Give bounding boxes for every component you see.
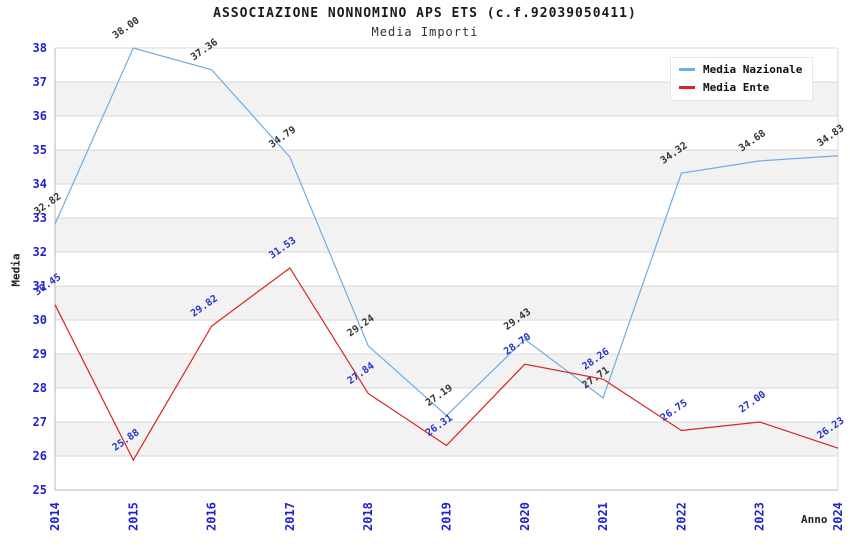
y-tick-label: 34 — [33, 177, 47, 191]
x-tick-label: 2016 — [205, 502, 219, 531]
data-label-media-nazionale: 32.82 — [32, 191, 63, 217]
legend-label-media-ente: Media Ente — [703, 81, 770, 94]
y-tick-label: 31 — [33, 279, 47, 293]
x-tick-label: 2019 — [440, 502, 454, 531]
y-tick-label: 33 — [33, 211, 47, 225]
y-tick-label: 30 — [33, 313, 47, 327]
x-tick-label: 2021 — [596, 502, 610, 531]
y-tick-label: 38 — [33, 41, 47, 55]
legend-label-media-nazionale: Media Nazionale — [703, 63, 803, 76]
y-tick-label: 26 — [33, 449, 47, 463]
y-axis-label: Media — [9, 253, 23, 287]
plot-band — [55, 286, 838, 320]
x-tick-label: 2020 — [518, 502, 532, 531]
data-label-media-ente: 27.00 — [737, 389, 768, 415]
data-label-media-nazionale: 37.36 — [189, 37, 220, 63]
chart-title: ASSOCIAZIONE NONNOMINO APS ETS (c.f.9203… — [213, 6, 637, 21]
x-tick-label: 2022 — [674, 502, 688, 531]
x-tick-label: 2014 — [48, 502, 62, 531]
data-label-media-ente: 26.75 — [659, 398, 690, 424]
y-tick-label: 29 — [33, 347, 47, 361]
y-tick-label: 36 — [33, 109, 47, 123]
legend-item-media-ente: Media Ente — [679, 81, 802, 94]
chart-legend: Media Nazionale Media Ente — [670, 57, 814, 101]
data-label-media-nazionale: 34.83 — [815, 123, 846, 149]
data-label-media-nazionale: 34.79 — [267, 124, 298, 150]
plot-band — [55, 218, 838, 252]
x-tick-label: 2015 — [126, 502, 140, 531]
x-tick-label: 2024 — [831, 502, 845, 531]
y-tick-label: 25 — [33, 483, 47, 497]
y-tick-label: 27 — [33, 415, 47, 429]
legend-swatch-blue-line — [679, 68, 695, 71]
legend-item-media-nazionale: Media Nazionale — [679, 63, 802, 76]
chart-subtitle: Media Importi — [371, 25, 479, 39]
x-tick-label: 2017 — [283, 502, 297, 531]
data-label-media-nazionale: 38.00 — [111, 15, 142, 41]
plot-band — [55, 150, 838, 184]
y-tick-label: 32 — [33, 245, 47, 259]
series-line-media-ente — [54, 267, 839, 462]
x-tick-label: 2018 — [361, 502, 375, 531]
y-tick-label: 35 — [33, 143, 47, 157]
y-tick-label: 37 — [33, 75, 47, 89]
x-tick-label: 2023 — [753, 502, 767, 531]
legend-swatch-red-line — [679, 86, 695, 89]
x-axis-label: Anno — [801, 513, 828, 526]
y-tick-label: 28 — [33, 381, 47, 395]
series-line-media-nazionale — [54, 47, 839, 417]
plot-band — [55, 354, 838, 388]
